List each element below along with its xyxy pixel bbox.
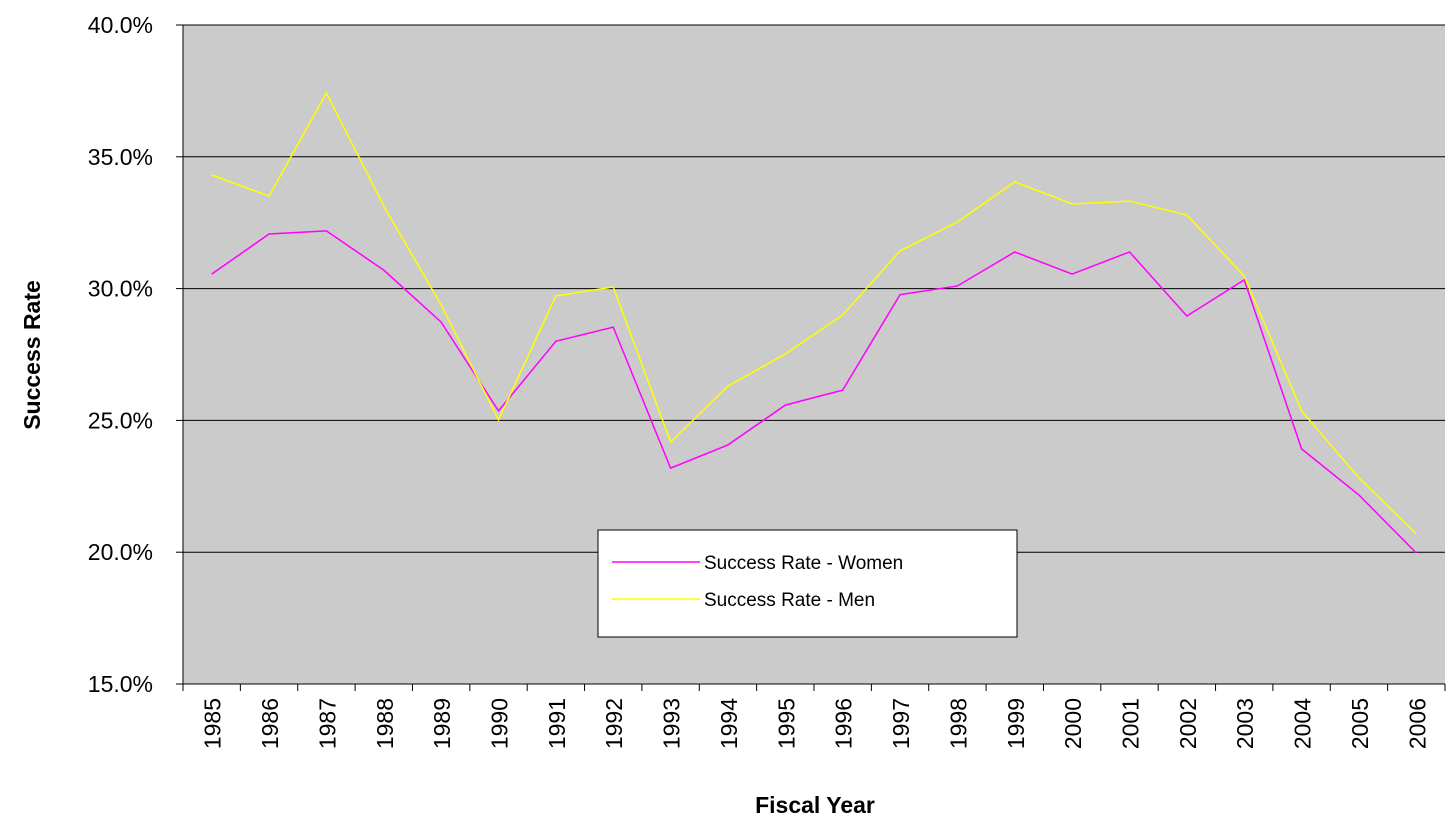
x-tick-label: 1999 [1003, 698, 1029, 749]
x-tick-label: 1992 [601, 698, 627, 749]
x-axis-title: Fiscal Year [755, 792, 875, 818]
x-tick-label: 2000 [1060, 698, 1086, 749]
x-tick-label: 2006 [1404, 698, 1430, 749]
x-tick-label: 1986 [257, 698, 283, 749]
x-tick-label: 2004 [1290, 698, 1316, 749]
x-tick-label: 1989 [429, 698, 455, 749]
x-tick-label: 2003 [1232, 698, 1258, 749]
x-tick-label: 1991 [544, 698, 570, 749]
series-line [211, 230, 1417, 554]
x-tick-label: 1995 [773, 698, 799, 749]
x-tick-label: 1997 [888, 698, 914, 749]
y-tick-label: 40.0% [88, 12, 153, 38]
legend-box [597, 529, 1018, 638]
legend-label: Success Rate - Women [704, 553, 903, 574]
y-tick-label: 25.0% [88, 407, 153, 433]
y-tick-label: 15.0% [88, 671, 153, 697]
legend-label: Success Rate - Men [704, 590, 875, 611]
x-tick-label: 1985 [200, 698, 226, 749]
x-tick-label: 1998 [945, 698, 971, 749]
x-tick-label: 2001 [1118, 698, 1144, 749]
x-tick-label: 1996 [831, 698, 857, 749]
x-tick-label: 1987 [314, 698, 340, 749]
x-tick-label: 2002 [1175, 698, 1201, 749]
y-tick-label: 20.0% [88, 539, 153, 565]
y-tick-label: 35.0% [88, 144, 153, 170]
x-tick-label: 1990 [487, 698, 513, 749]
y-axis-title: Success Rate [19, 280, 45, 430]
x-tick-label: 2005 [1347, 698, 1373, 749]
x-tick-label: 1993 [659, 698, 685, 749]
x-tick-label: 1988 [372, 698, 398, 749]
y-tick-label: 30.0% [88, 276, 153, 302]
series-line [211, 91, 1417, 535]
x-tick-label: 1994 [716, 698, 742, 749]
